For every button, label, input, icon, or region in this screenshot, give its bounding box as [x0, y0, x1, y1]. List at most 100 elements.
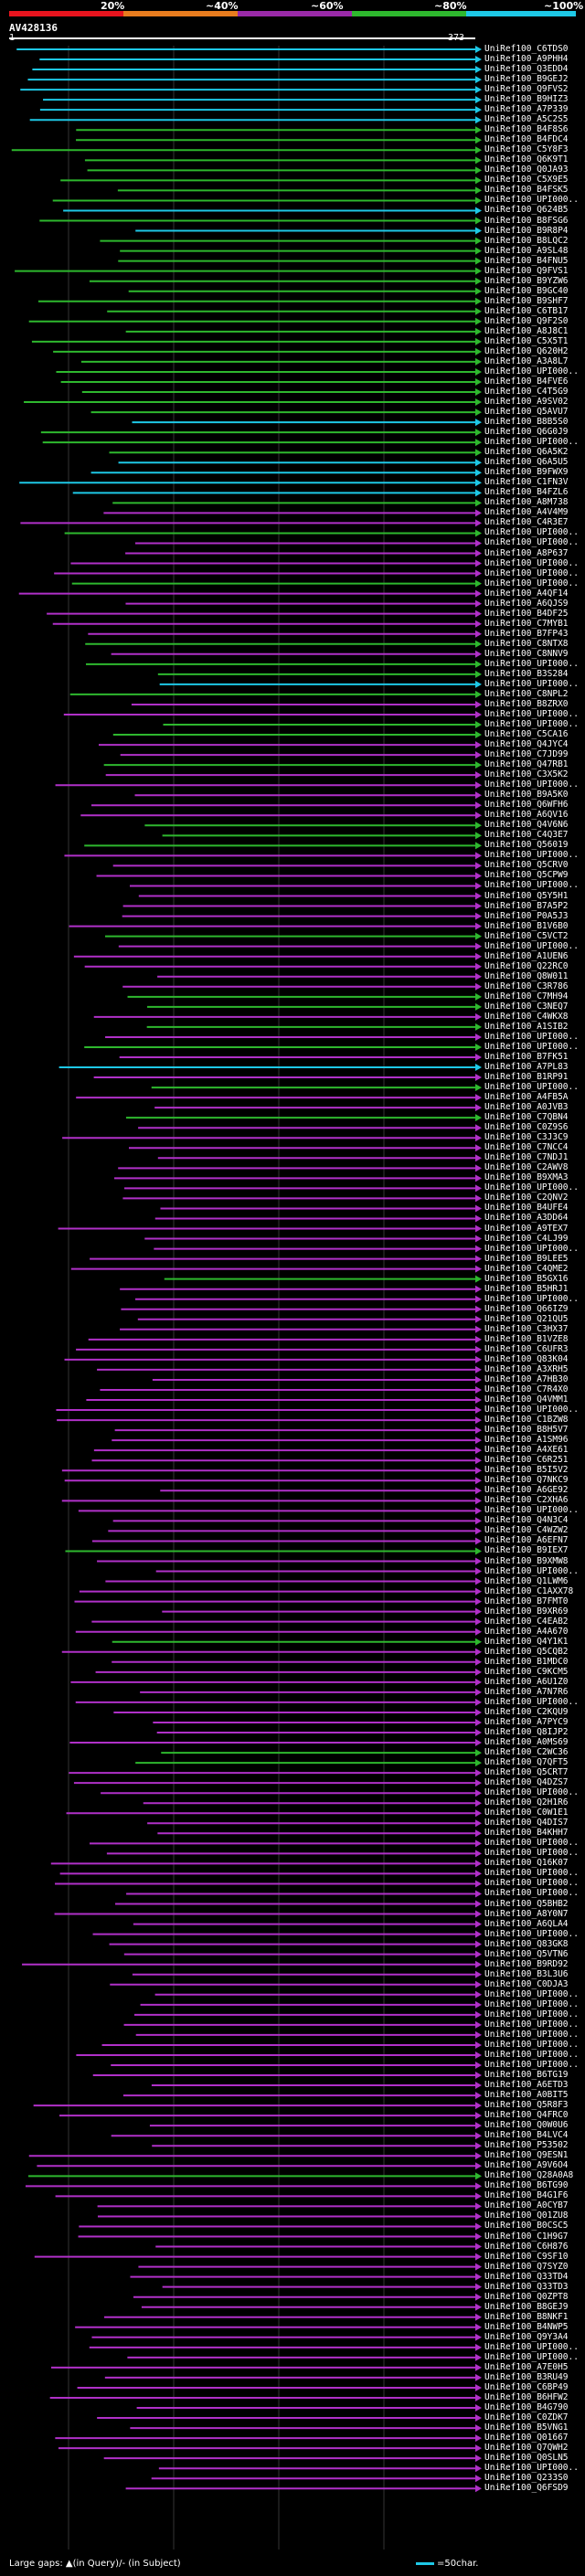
- hit-label[interactable]: UniRef100_Q6G0J9: [484, 427, 569, 438]
- hit-label[interactable]: UniRef100_Q22RC0: [484, 960, 569, 971]
- hit-label[interactable]: UniRef100_UPI000..: [484, 2341, 579, 2352]
- hit-label[interactable]: UniRef100_UPI000..: [484, 1565, 579, 1576]
- hit-label[interactable]: UniRef100_B6TG19: [484, 2070, 569, 2081]
- hit-label[interactable]: UniRef100_B5I5V2: [484, 1465, 569, 1476]
- hit-label[interactable]: UniRef100_UPI000..: [484, 1082, 579, 1093]
- hit-label[interactable]: UniRef100_UPI000..: [484, 578, 579, 588]
- hit-label[interactable]: UniRef100_B8ZRX0: [484, 698, 569, 709]
- hit-label[interactable]: UniRef100_UPI000..: [484, 1848, 579, 1859]
- hit-label[interactable]: UniRef100_C4Q3E7: [484, 830, 569, 841]
- hit-label[interactable]: UniRef100_UPI000..: [484, 195, 579, 206]
- hit-label[interactable]: UniRef100_C2XHA6: [484, 1495, 569, 1506]
- hit-label[interactable]: UniRef100_B6HFW2: [484, 2391, 569, 2402]
- hit-label[interactable]: UniRef100_Q28A0A8: [484, 2170, 574, 2181]
- hit-label[interactable]: UniRef100_C1FN3V: [484, 477, 569, 488]
- hit-label[interactable]: UniRef100_Q4N3C4: [484, 1515, 569, 1526]
- hit-label[interactable]: UniRef100_Q21QU5: [484, 1313, 569, 1324]
- hit-label[interactable]: UniRef100_Q624B5: [484, 205, 569, 216]
- hit-label[interactable]: UniRef100_A7PYC9: [484, 1716, 569, 1727]
- hit-label[interactable]: UniRef100_Q01667: [484, 2433, 569, 2443]
- hit-label[interactable]: UniRef100_C5VCT2: [484, 930, 569, 941]
- hit-label[interactable]: UniRef100_Q47RB1: [484, 759, 569, 770]
- hit-label[interactable]: UniRef100_Q6FSD9: [484, 2483, 569, 2494]
- hit-label[interactable]: UniRef100_C7JD99: [484, 749, 569, 760]
- hit-label[interactable]: UniRef100_C7R4X0: [484, 1383, 569, 1394]
- hit-label[interactable]: UniRef100_Q5Y5H1: [484, 890, 569, 901]
- hit-label[interactable]: UniRef100_A3DD64: [484, 1213, 569, 1224]
- hit-label[interactable]: UniRef100_C6H876: [484, 2241, 569, 2252]
- hit-label[interactable]: UniRef100_Q4VMM1: [484, 1394, 569, 1405]
- hit-label[interactable]: UniRef100_B5HRJ1: [484, 1283, 569, 1294]
- hit-label[interactable]: UniRef100_A6QJS9: [484, 598, 569, 609]
- hit-label[interactable]: UniRef100_B5VNG1: [484, 2422, 569, 2433]
- hit-label[interactable]: UniRef100_UPI000..: [484, 1696, 579, 1707]
- hit-label[interactable]: UniRef100_B4DF25: [484, 608, 569, 619]
- hit-label[interactable]: UniRef100_C3HX37: [484, 1323, 569, 1334]
- hit-label[interactable]: UniRef100_A0CYB7: [484, 2200, 569, 2211]
- hit-label[interactable]: UniRef100_B8LQC2: [484, 235, 569, 246]
- hit-label[interactable]: UniRef100_Q7NKC9: [484, 1475, 569, 1486]
- hit-label[interactable]: UniRef100_A6QLA4: [484, 1918, 569, 1929]
- hit-label[interactable]: UniRef100_B9GC40: [484, 285, 569, 296]
- hit-label[interactable]: UniRef100_C3J3C9: [484, 1132, 569, 1143]
- hit-label[interactable]: UniRef100_UPI000..: [484, 2019, 579, 2030]
- hit-label[interactable]: UniRef100_UPI000..: [484, 1868, 579, 1879]
- hit-label[interactable]: UniRef100_UPI000..: [484, 1787, 579, 1798]
- hit-label[interactable]: UniRef100_UPI000..: [484, 708, 579, 719]
- hit-label[interactable]: UniRef100_Q4V6N6: [484, 820, 569, 831]
- hit-label[interactable]: UniRef100_B9SHF7: [484, 295, 569, 306]
- hit-label[interactable]: UniRef100_Q5VTN6: [484, 1948, 569, 1959]
- hit-label[interactable]: UniRef100_B8H5V7: [484, 1425, 569, 1436]
- hit-label[interactable]: UniRef100_B8FSG6: [484, 215, 569, 226]
- hit-label[interactable]: UniRef100_Q0W0U6: [484, 2120, 569, 2131]
- hit-label[interactable]: UniRef100_Q6WFH6: [484, 800, 569, 811]
- hit-label[interactable]: UniRef100_Q620H2: [484, 345, 569, 356]
- hit-label[interactable]: UniRef100_B1RP91: [484, 1072, 569, 1083]
- hit-label[interactable]: UniRef100_B5GX16: [484, 1273, 569, 1284]
- hit-label[interactable]: UniRef100_A8J8C1: [484, 325, 569, 336]
- hit-label[interactable]: UniRef100_B8NKF1: [484, 2311, 569, 2322]
- hit-label[interactable]: UniRef100_B1MDC0: [484, 1656, 569, 1667]
- hit-label[interactable]: UniRef100_A9TEX7: [484, 1223, 569, 1234]
- hit-label[interactable]: UniRef100_C2WC36: [484, 1747, 569, 1758]
- hit-label[interactable]: UniRef100_C6R251: [484, 1455, 569, 1466]
- hit-label[interactable]: UniRef100_C7MH94: [484, 991, 569, 1002]
- hit-label[interactable]: UniRef100_UPI000..: [484, 880, 579, 891]
- hit-label[interactable]: UniRef100_C2AWV8: [484, 1162, 569, 1173]
- hit-label[interactable]: UniRef100_C7QBN4: [484, 1112, 569, 1123]
- hit-label[interactable]: UniRef100_UPI000..: [484, 557, 579, 568]
- hit-label[interactable]: UniRef100_Q6A5K2: [484, 447, 569, 458]
- hit-label[interactable]: UniRef100_C9KCM5: [484, 1666, 569, 1677]
- hit-label[interactable]: UniRef100_A4A670: [484, 1626, 569, 1637]
- hit-label[interactable]: UniRef100_B4FSK5: [484, 185, 569, 196]
- hit-label[interactable]: UniRef100_Q7SYZ0: [484, 2261, 569, 2272]
- hit-label[interactable]: UniRef100_B9XMW8: [484, 1555, 569, 1566]
- hit-label[interactable]: UniRef100_C3NEQ7: [484, 1001, 569, 1012]
- hit-label[interactable]: UniRef100_C9SF10: [484, 2251, 569, 2262]
- hit-label[interactable]: UniRef100_UPI000..: [484, 1405, 579, 1415]
- hit-label[interactable]: UniRef100_A0BIT5: [484, 2090, 569, 2101]
- hit-label[interactable]: UniRef100_Q5CPW9: [484, 870, 569, 881]
- hit-label[interactable]: UniRef100_Q233S0: [484, 2473, 569, 2484]
- hit-label[interactable]: UniRef100_B1V6B0: [484, 920, 569, 931]
- hit-label[interactable]: UniRef100_Q01ZU8: [484, 2210, 569, 2221]
- hit-label[interactable]: UniRef100_UPI000..: [484, 1988, 579, 1999]
- hit-label[interactable]: UniRef100_UPI000..: [484, 1243, 579, 1254]
- hit-label[interactable]: UniRef100_Q2H1R6: [484, 1797, 569, 1808]
- hit-label[interactable]: UniRef100_Q5AVU7: [484, 407, 569, 418]
- hit-label[interactable]: UniRef100_A1UEN6: [484, 950, 569, 961]
- hit-label[interactable]: UniRef100_UPI000..: [484, 940, 579, 951]
- hit-label[interactable]: UniRef100_UPI000..: [484, 1041, 579, 1052]
- hit-label[interactable]: UniRef100_A4V4M9: [484, 507, 569, 518]
- hit-label[interactable]: UniRef100_C0Z9S6: [484, 1122, 569, 1133]
- hit-label[interactable]: UniRef100_Q83K04: [484, 1353, 569, 1364]
- hit-label[interactable]: UniRef100_Q5BHB2: [484, 1898, 569, 1909]
- hit-label[interactable]: UniRef100_C6TB17: [484, 305, 569, 316]
- hit-label[interactable]: UniRef100_UPI000..: [484, 366, 579, 376]
- hit-label[interactable]: UniRef100_A0MS69: [484, 1737, 569, 1748]
- hit-label[interactable]: UniRef100_B3L3U6: [484, 1968, 569, 1979]
- hit-label[interactable]: UniRef100_UPI000..: [484, 2029, 579, 2040]
- hit-label[interactable]: UniRef100_C4WKX8: [484, 1011, 569, 1022]
- hit-label[interactable]: UniRef100_B3S284: [484, 668, 569, 679]
- hit-label[interactable]: UniRef100_C6UFR3: [484, 1343, 569, 1354]
